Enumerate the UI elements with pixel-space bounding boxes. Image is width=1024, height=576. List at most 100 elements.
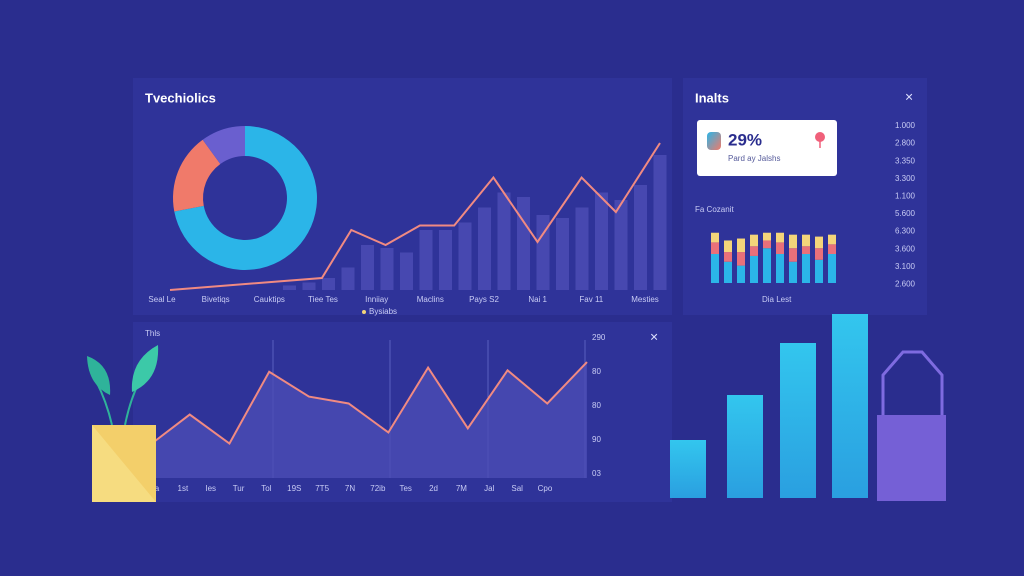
donut-slice: [202, 126, 245, 165]
x-tick-label: 2d: [429, 484, 438, 493]
trend-line: [149, 361, 588, 446]
stacked-bar-segment: [750, 234, 758, 247]
y-tick-label: 03: [592, 469, 601, 478]
bar: [380, 248, 394, 290]
chart-layer: Seal Le Bivetiqs Cauktips Tiee Tes Inniiay Ma…: [148, 121, 916, 498]
x-tick-label: Sal: [511, 484, 523, 493]
bar: [478, 207, 491, 290]
x-tick-label: 19S: [287, 484, 301, 493]
stacked-bar-segment: [763, 232, 771, 241]
stacked-bar-segment: [776, 232, 784, 243]
stacked-bar-segment: [763, 248, 771, 283]
scale-label: 5.600: [895, 209, 916, 218]
bar: [302, 282, 316, 290]
x-tick-label: 1st: [178, 484, 189, 493]
bar: [283, 285, 296, 290]
stacked-bar-segment: [776, 242, 784, 254]
bar: [458, 222, 472, 290]
x-tick-label: Tes: [399, 484, 411, 493]
pin-icon: [815, 132, 825, 142]
kpi-value: 29%: [728, 130, 762, 149]
bar: [497, 192, 511, 290]
legend-label: Bysiabs: [369, 307, 397, 316]
scale-label: 2.600: [895, 280, 916, 289]
stacked-bar-segment: [802, 234, 810, 247]
x-tick-label: 72ib: [370, 484, 386, 493]
x-tick-label: 7T5: [315, 484, 329, 493]
stacked-bar-segment: [815, 248, 823, 260]
x-tick-label: Ies: [205, 484, 216, 493]
x-tick-label: Nai 1: [528, 295, 547, 304]
y-tick-label: 290: [592, 333, 606, 342]
stacked-bar-segment: [815, 236, 823, 249]
trend-line: [169, 142, 661, 291]
bar: [419, 230, 433, 290]
panel-label: Thls: [145, 329, 160, 338]
stacked-bar-segment: [828, 234, 836, 245]
x-tick-label: Maclins: [417, 295, 444, 304]
donut-slice: [174, 126, 317, 270]
stacked-bar-segment: [750, 246, 758, 256]
bar: [780, 343, 816, 498]
scale-label: 2.800: [895, 139, 916, 148]
panel-title: Tvechiolics: [145, 90, 216, 105]
stacked-bar-segment: [815, 259, 823, 283]
x-tick-label: 7M: [456, 484, 467, 493]
x-tick-label: Tol: [261, 484, 271, 493]
bar: [575, 207, 589, 290]
stacked-bar-segment: [724, 240, 732, 253]
y-tick-label: 80: [592, 401, 601, 410]
plant-leaf: [87, 356, 111, 395]
bar: [556, 218, 569, 290]
close-button[interactable]: ×: [650, 329, 658, 345]
bar: [595, 192, 608, 290]
bag: [877, 415, 946, 501]
bar: [634, 185, 647, 290]
scale-label: 1.000: [895, 121, 916, 130]
chart-label: Fa Cozanit: [695, 205, 734, 214]
y-tick-label: 90: [592, 435, 601, 444]
x-tick-label: Tiee Tes: [308, 295, 338, 304]
scale-label: 3.600: [895, 244, 916, 253]
x-tick-label: Seal Le: [148, 295, 176, 304]
bar: [536, 215, 550, 290]
legend-label: Dia Lest: [762, 295, 792, 304]
stacked-bar-segment: [724, 261, 732, 283]
stacked-bar-segment: [789, 234, 797, 249]
x-tick-label: Cauktips: [254, 295, 285, 304]
close-button[interactable]: ×: [905, 89, 913, 105]
stacked-bar-segment: [711, 232, 719, 243]
kpi-card: [697, 120, 837, 176]
bar: [400, 252, 413, 290]
x-tick-label: Inniiay: [365, 295, 388, 304]
bar: [361, 245, 374, 290]
bag-handle: [881, 350, 944, 415]
x-tick-label: Pays S2: [469, 295, 499, 304]
stacked-bar-segment: [711, 254, 719, 283]
scale-label: 3.100: [895, 262, 916, 271]
stacked-bar-segment: [737, 265, 745, 283]
x-tick-label: 7N: [345, 484, 355, 493]
stacked-bar-segment: [828, 254, 836, 283]
scale-label: 3.300: [895, 174, 916, 183]
stacked-bar-segment: [711, 242, 719, 254]
stacked-bar-segment: [828, 244, 836, 254]
stacked-bar-segment: [724, 252, 732, 262]
x-tick-label: Mesties: [631, 295, 659, 304]
bar: [832, 314, 868, 498]
scale-label: 1.100: [895, 192, 916, 201]
bar: [322, 278, 335, 290]
stacked-bar-segment: [802, 254, 810, 283]
stacked-bar-segment: [789, 248, 797, 262]
bar: [439, 230, 452, 290]
scale-label: 3.350: [895, 156, 916, 165]
stacked-bar-segment: [750, 255, 758, 283]
stacked-bar-segment: [763, 240, 771, 249]
stacked-bar-segment: [789, 261, 797, 283]
x-tick-label: Fav 11: [579, 295, 603, 304]
stacked-bar-segment: [737, 252, 745, 266]
bar: [653, 155, 667, 290]
x-tick-label: Cpo: [538, 484, 553, 493]
scale-label: 6.300: [895, 227, 916, 236]
